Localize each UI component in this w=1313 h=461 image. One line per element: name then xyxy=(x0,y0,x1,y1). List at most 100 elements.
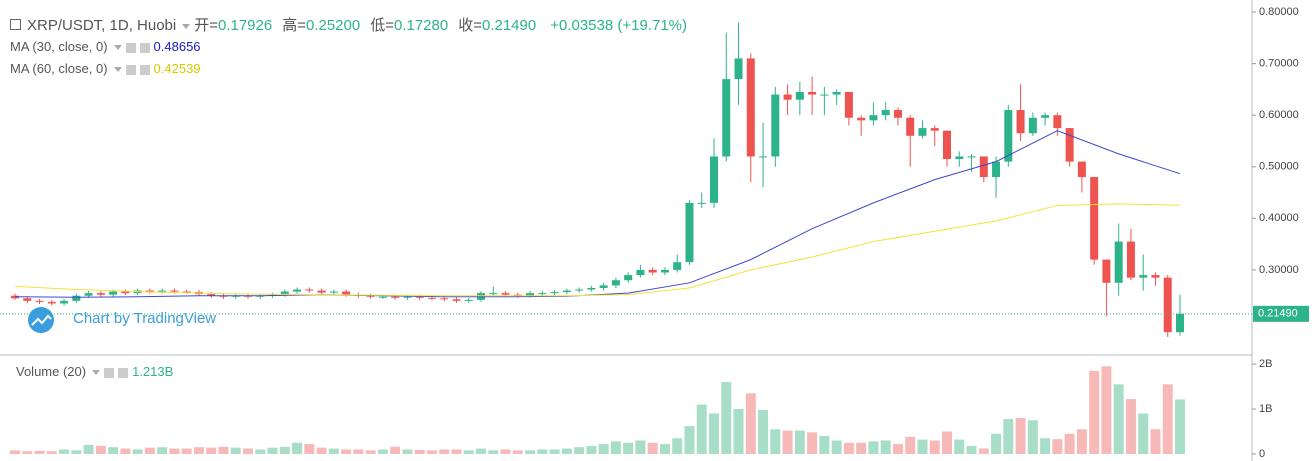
candle-body xyxy=(648,269,657,273)
volume-bar xyxy=(709,413,719,454)
volume-bar xyxy=(1052,439,1063,454)
y-tick-label: 0.50000 xyxy=(1259,161,1299,173)
candle-body xyxy=(857,117,866,121)
candle-body xyxy=(624,275,633,281)
volume-bar xyxy=(672,438,683,454)
candle-body xyxy=(35,300,44,302)
candle-body xyxy=(955,156,964,160)
y-tick-label: 2B xyxy=(1259,358,1272,370)
volume-bar xyxy=(574,447,585,454)
volume-bar xyxy=(1162,384,1173,454)
volume-bar xyxy=(230,447,241,454)
quote-name: 高= xyxy=(282,17,306,34)
volume-bar xyxy=(402,449,413,454)
candle-body xyxy=(1016,110,1025,134)
volume-bar xyxy=(966,445,977,454)
legend-name: Volume (20) xyxy=(16,364,87,379)
close[interactable] xyxy=(118,367,129,378)
volume-bar xyxy=(770,429,781,454)
volume-bar xyxy=(807,432,818,454)
volume-bar xyxy=(144,447,155,454)
candle-body xyxy=(1065,128,1074,162)
volume-bar xyxy=(561,448,572,454)
candle-body xyxy=(820,94,829,96)
ma-line xyxy=(14,130,1181,298)
y-tick-label: 1B xyxy=(1259,403,1272,415)
close[interactable] xyxy=(139,64,150,75)
candle-body xyxy=(170,290,179,292)
quote-value: 0.17280 xyxy=(393,17,449,34)
candle-body xyxy=(342,291,351,295)
volume-bar xyxy=(1113,384,1124,454)
ma30-legend: MA (30, close, 0) 0.48656 xyxy=(10,39,205,54)
volume-bar xyxy=(892,444,903,454)
candle-body xyxy=(182,291,191,293)
volume-bar xyxy=(647,442,658,454)
candle-body xyxy=(207,294,216,296)
volume-bar xyxy=(1101,366,1112,454)
tv-logo xyxy=(28,307,54,333)
candle-body xyxy=(832,91,841,95)
volume-bar xyxy=(917,439,928,454)
candle-body xyxy=(317,290,326,293)
candle-body xyxy=(231,295,240,297)
candle-body xyxy=(587,287,596,290)
volume-bar xyxy=(1015,418,1026,454)
candle-body xyxy=(869,115,878,121)
settings[interactable] xyxy=(125,64,136,75)
quote-value: 0.21490 xyxy=(481,17,537,34)
candle-body xyxy=(746,58,755,157)
quote-name: 收= xyxy=(458,17,482,34)
candle-body xyxy=(513,294,522,296)
candle-body xyxy=(366,295,375,297)
close[interactable] xyxy=(139,42,150,53)
candle-body xyxy=(1077,161,1086,178)
candle-body xyxy=(72,295,81,301)
volume-bar xyxy=(255,449,266,454)
volume-bar xyxy=(46,451,57,454)
volume-bar xyxy=(243,448,253,454)
y-tick-label: 0.60000 xyxy=(1259,109,1299,121)
dropdown[interactable] xyxy=(92,370,101,376)
candle-body xyxy=(550,292,559,294)
y-tick-label: 0.80000 xyxy=(1259,6,1299,18)
volume-bar xyxy=(304,444,315,454)
collapse-icon[interactable] xyxy=(10,19,21,30)
dropdown[interactable] xyxy=(182,23,191,29)
candle-body xyxy=(979,156,988,178)
candle-body xyxy=(660,269,669,273)
volume-bar xyxy=(377,449,388,454)
settings[interactable] xyxy=(125,42,136,53)
candle-body xyxy=(943,130,951,160)
dropdown[interactable] xyxy=(113,67,122,73)
settings[interactable] xyxy=(104,367,115,378)
candle-body xyxy=(906,117,915,136)
volume-bar xyxy=(365,450,376,454)
volume-bar xyxy=(991,433,1002,454)
candle-body xyxy=(60,300,69,304)
volume-bar xyxy=(1003,418,1014,454)
quote-value: 0.17926 xyxy=(217,17,273,34)
volume-bar xyxy=(267,447,278,454)
volume-bar xyxy=(635,440,646,454)
candle-body xyxy=(1028,117,1037,134)
legend-value: 1.213B xyxy=(132,364,174,379)
candle-body xyxy=(710,156,718,203)
volume-bar xyxy=(95,445,106,454)
volume-bar xyxy=(463,450,474,454)
quote: 开=0.17926 高=0.25200 低=0.17280 收=0.21490 xyxy=(194,17,546,34)
candle-body xyxy=(930,128,939,131)
legend-value: 0.42539 xyxy=(153,61,201,76)
volume-bar xyxy=(659,444,670,454)
volume-bar xyxy=(1089,370,1100,454)
last-price-box xyxy=(1253,305,1309,322)
volume-bar xyxy=(476,448,486,454)
dropdown[interactable] xyxy=(113,45,122,51)
candle-body xyxy=(280,291,289,295)
candle-body xyxy=(158,290,167,292)
volume-bar xyxy=(1076,429,1087,454)
candle-body xyxy=(489,293,498,295)
volume-bar xyxy=(1150,429,1161,454)
candle-body xyxy=(575,289,584,291)
